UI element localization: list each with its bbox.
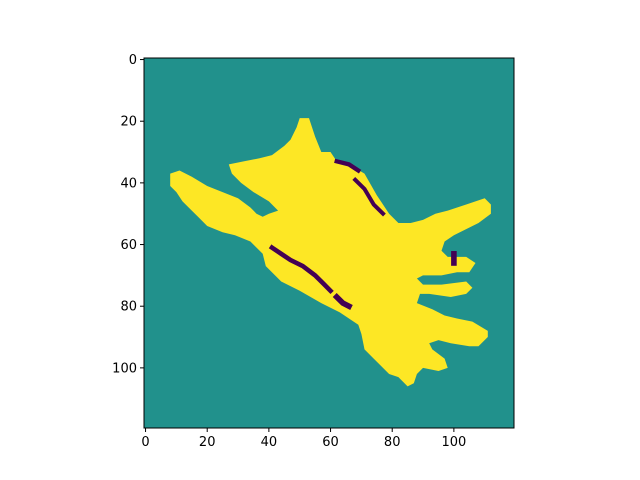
y-tick-label: 0: [129, 53, 137, 68]
heatmap-edge-regions: [268, 158, 457, 310]
y-tick-label: 20: [120, 115, 137, 130]
plot-frame: [143, 57, 515, 429]
x-tick-label: 100: [441, 435, 466, 450]
y-tick-label: 40: [120, 176, 137, 191]
x-axis: 0 20 40 60 80 100: [141, 428, 466, 450]
x-tick-label: 80: [384, 435, 401, 450]
x-tick-label: 20: [199, 435, 216, 450]
x-tick-label: 40: [261, 435, 278, 450]
heatmap-mask-region: [170, 118, 491, 387]
y-tick-label: 100: [112, 361, 137, 376]
x-tick-label: 60: [322, 435, 339, 450]
heatmap-edge-segment: [352, 176, 386, 217]
x-tick-label: 0: [141, 435, 149, 450]
y-axis: 0 20 40 60 80 100: [112, 53, 144, 376]
heatmap-edge-segment: [268, 244, 334, 295]
y-tick-label: 60: [120, 238, 137, 253]
y-tick-label: 80: [120, 300, 137, 315]
heatmap-edge-segment: [332, 293, 353, 310]
heatmap-edge-segment: [334, 158, 362, 174]
